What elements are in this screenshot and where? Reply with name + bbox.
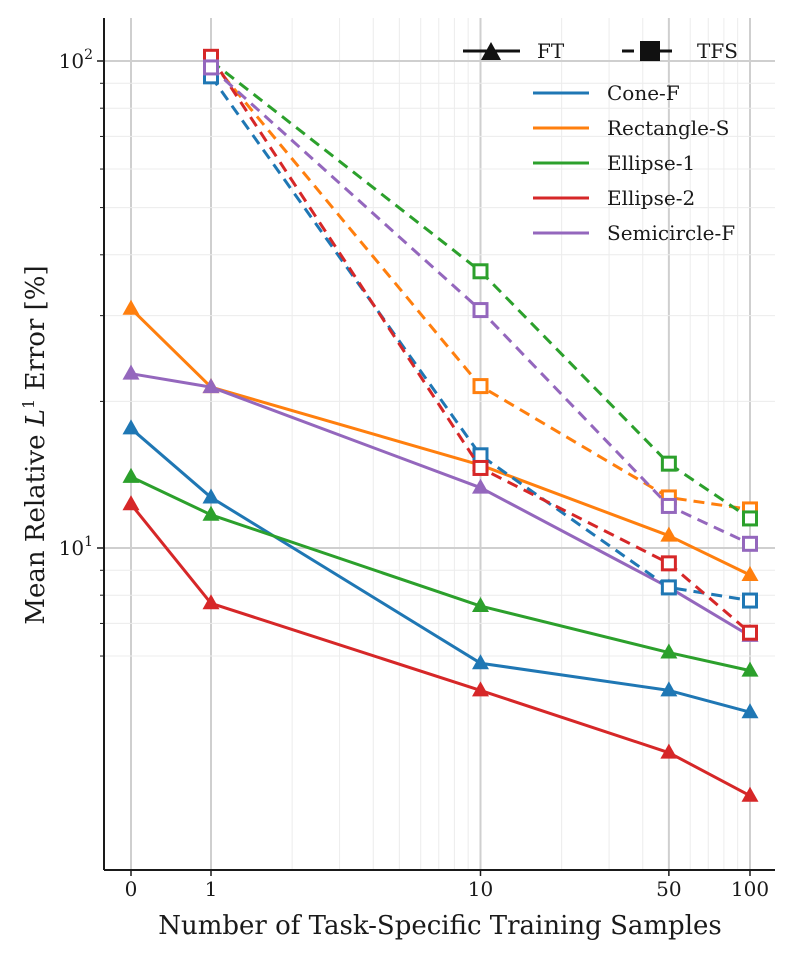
legend-tfs-entry: TFS <box>622 39 738 63</box>
ft-point-cone-f <box>202 488 220 504</box>
tfs-point-rectangle-s <box>472 378 489 395</box>
tfs-point-semicircle-f <box>472 302 489 319</box>
ft-point-ellipse-1 <box>202 505 220 521</box>
y-tick-label: 101 <box>59 534 93 560</box>
legend-label: Semicircle-F <box>607 221 735 245</box>
tfs-line-rectangle-s <box>209 60 751 511</box>
ft-point-ellipse-1 <box>472 597 489 613</box>
legend-label: Ellipse-1 <box>607 151 695 175</box>
legend-tfs-marker <box>640 41 660 61</box>
ft-series-group <box>122 299 759 802</box>
x-tick-label: 10 <box>468 877 493 901</box>
ft-point-ellipse-1 <box>660 643 678 659</box>
legend-tfs-label: TFS <box>697 39 738 63</box>
legend-label: Cone-F <box>607 81 680 105</box>
y-axis-title: Mean Relative L1 Error [%] <box>19 265 51 624</box>
tfs-point-semicircle-f <box>660 497 677 514</box>
legend-ft-entry: FT <box>463 39 565 63</box>
legend-ft-label: FT <box>537 39 565 63</box>
y-axis-title-post: Error [%] <box>21 265 51 398</box>
tfs-line-semicircle-f <box>209 66 751 546</box>
legend-entry-ellipse-2: Ellipse-2 <box>533 186 695 210</box>
tfs-line-cone-f <box>209 75 751 603</box>
tfs-point-cone-f <box>742 592 758 609</box>
ft-point-rectangle-s <box>660 526 678 542</box>
grid <box>104 18 775 870</box>
x-tick-label: 0 <box>125 877 138 901</box>
legend-ft-marker <box>481 42 501 60</box>
ft-point-cone-f <box>122 419 140 435</box>
tfs-point-ellipse-2 <box>660 555 677 572</box>
tfs-point-semicircle-f <box>742 535 758 552</box>
legend-entry-rectangle-s: Rectangle-S <box>533 116 729 140</box>
legend-entry-ellipse-1: Ellipse-1 <box>533 151 695 175</box>
tfs-point-semicircle-f <box>203 59 219 76</box>
ft-point-cone-f <box>660 681 678 697</box>
x-axis-title: Number of Task-Specific Training Samples <box>158 911 722 941</box>
tfs-point-cone-f <box>660 579 677 596</box>
series <box>122 48 759 802</box>
tfs-line-ellipse-2 <box>209 55 751 634</box>
y-axis-title-sup: 1 <box>19 399 38 409</box>
axes <box>103 18 775 871</box>
ft-point-cone-f <box>472 654 489 670</box>
ft-point-semicircle-f <box>472 478 489 494</box>
tfs-point-ellipse-2 <box>472 459 489 476</box>
ft-point-semicircle-f <box>202 378 220 394</box>
tfs-point-ellipse-1 <box>472 263 489 280</box>
y-tick-label: 102 <box>59 47 93 73</box>
x-ticks: 0 1 10 50 100 <box>125 870 769 901</box>
x-tick-label: 100 <box>731 877 769 901</box>
x-tick-label: 50 <box>656 877 681 901</box>
ft-point-ellipse-1 <box>741 661 759 677</box>
legend: FT TFS Cone-F Rectangle-S Ellipse-1 Ellipse… <box>463 39 738 245</box>
y-axis-title-var: L <box>21 409 51 427</box>
legend-entry-semicircle-f: Semicircle-F <box>533 221 735 245</box>
tfs-line-ellipse-1 <box>210 59 751 520</box>
tfs-point-cone-f <box>472 447 489 464</box>
ft-point-semicircle-f <box>122 364 140 380</box>
legend-label: Rectangle-S <box>607 116 729 140</box>
legend-label: Ellipse-2 <box>607 186 695 210</box>
ft-point-rectangle-s <box>122 299 140 315</box>
ft-point-ellipse-2 <box>741 786 759 802</box>
tfs-point-ellipse-2 <box>742 624 758 641</box>
y-axis-title-pre: Mean Relative <box>21 426 51 624</box>
ft-point-cone-f <box>741 703 759 719</box>
ft-point-ellipse-1 <box>122 467 140 483</box>
ft-point-ellipse-2 <box>660 743 678 759</box>
y-ticks: 101 102 <box>59 47 104 657</box>
legend-entry-cone-f: Cone-F <box>533 81 680 105</box>
ft-point-ellipse-2 <box>472 681 489 697</box>
tfs-point-ellipse-1 <box>742 510 758 527</box>
tfs-series-group <box>203 48 758 641</box>
ft-point-ellipse-2 <box>122 495 140 511</box>
ft-point-rectangle-s <box>741 566 759 582</box>
tfs-point-ellipse-1 <box>660 455 677 472</box>
ft-line-rectangle-s <box>129 307 751 577</box>
ft-point-ellipse-2 <box>202 594 220 610</box>
x-tick-label: 1 <box>205 877 218 901</box>
